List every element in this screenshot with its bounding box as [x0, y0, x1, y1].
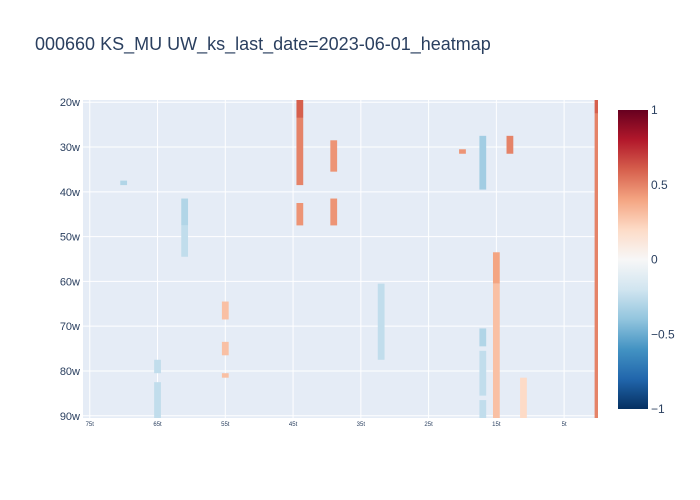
- x-tick-label: 65t: [153, 422, 162, 428]
- heatmap-cell: [296, 117, 304, 186]
- x-tick-label: 75t: [86, 422, 95, 428]
- plot-area: 75t 65t 55t 45t 35t 25t 15t 5t 20w 30w 40w 50w 60w 70…: [60, 97, 598, 428]
- colorbar-gradient: [618, 110, 648, 409]
- heatmap-cell: [459, 149, 466, 154]
- y-tick-label: 60w: [60, 276, 80, 288]
- heatmap-cell: [479, 400, 487, 418]
- heatmap-cell: [479, 328, 487, 347]
- x-tick-label: 45t: [289, 422, 298, 428]
- heatmap-cell: [181, 225, 189, 257]
- heatmap-cell: [221, 301, 229, 320]
- y-tick-label: 90w: [60, 411, 80, 423]
- colorbar-tick-label: −1: [651, 402, 665, 416]
- heatmap-cell: [492, 283, 500, 418]
- heatmap-cell: [594, 100, 598, 114]
- chart-title: 000660 KS_MU UW_ks_last_date=2023-06-01_…: [35, 34, 491, 55]
- heatmap-cell: [330, 140, 338, 172]
- heatmap-cell: [377, 283, 385, 360]
- heatmap-cell: [154, 359, 161, 374]
- x-tick-label: 55t: [221, 422, 230, 428]
- heatmap-cell: [479, 350, 487, 396]
- heatmap-cell: [492, 252, 500, 284]
- x-tick-label: 25t: [424, 422, 433, 428]
- y-tick-label: 40w: [60, 187, 80, 199]
- heatmap-cell: [520, 377, 527, 418]
- y-tick-label: 80w: [60, 366, 80, 378]
- heatmap-cell: [479, 135, 487, 190]
- colorbar-tick-label: 0.5: [651, 178, 668, 192]
- y-tick-label: 50w: [60, 232, 80, 244]
- colorbar: 1 0.5 0 −0.5 −1: [618, 103, 675, 416]
- heatmap-cell: [181, 198, 189, 226]
- x-tick-label: 35t: [357, 422, 366, 428]
- heatmap-cell: [330, 198, 338, 226]
- colorbar-tick-label: −0.5: [651, 327, 675, 341]
- y-tick-label: 20w: [60, 97, 80, 109]
- heatmap-cell: [296, 203, 304, 226]
- heatmap-cell: [120, 180, 128, 186]
- colorbar-tick-label: 0: [651, 253, 658, 267]
- colorbar-tick-label: 1: [651, 103, 658, 117]
- y-tick-label: 30w: [60, 142, 80, 154]
- heatmap-cell: [221, 341, 229, 356]
- heatmap-cell: [221, 373, 229, 378]
- y-tick-label: 70w: [60, 321, 80, 333]
- heatmap-cell: [506, 135, 514, 154]
- heatmap-cell: [296, 100, 304, 118]
- x-tick-label: 15t: [492, 422, 501, 428]
- heatmap-cell: [154, 382, 161, 418]
- heatmap-cell: [594, 113, 598, 418]
- x-tick-label: 5t: [562, 422, 567, 428]
